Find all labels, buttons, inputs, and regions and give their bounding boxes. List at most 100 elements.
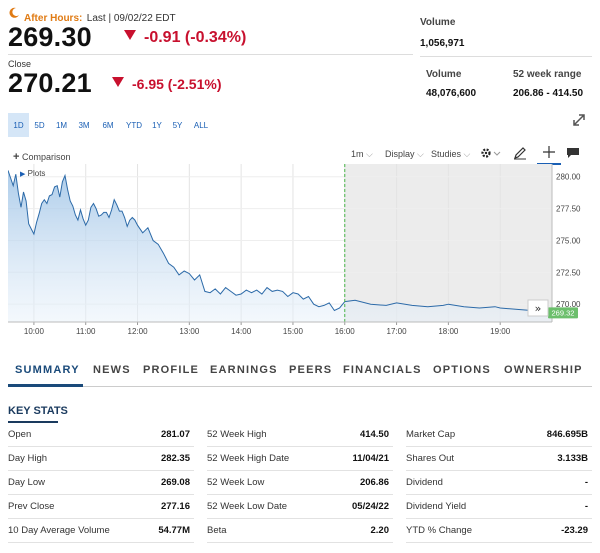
- x-tick-label: 17:00: [387, 327, 408, 336]
- range-button-1y[interactable]: 1Y: [152, 120, 162, 130]
- double-chevron-right-icon: »: [535, 302, 542, 315]
- y-tick-label: 270.00: [556, 300, 581, 309]
- range-button-3m[interactable]: 3M: [78, 120, 90, 130]
- y-tick-label: 275.00: [556, 236, 581, 245]
- stat-label: Shares Out: [406, 453, 455, 464]
- range-button-6m[interactable]: 6M: [102, 120, 114, 130]
- x-tick-label: 11:00: [76, 327, 96, 336]
- range-button-all[interactable]: ALL: [193, 120, 209, 130]
- stat-row: Dividend Yield -: [406, 495, 592, 519]
- plots-toggle[interactable]: ▶ Plots: [20, 169, 45, 178]
- stat-value: 277.16: [160, 501, 190, 512]
- pencil-icon[interactable]: [513, 146, 527, 160]
- range-button-5y[interactable]: 5Y: [172, 120, 183, 130]
- stat-row: 10 Day Average Volume 54.77M: [8, 519, 194, 543]
- price-chart[interactable]: 10:00 11:00 12:00 13:00 14:00 15:00 16:00 17:00…: [8, 164, 592, 342]
- tab-summary[interactable]: SUMMARY: [15, 364, 80, 376]
- display-label: Display: [385, 149, 415, 159]
- stat-value: 11/04/21: [352, 453, 389, 464]
- close-volume: 48,076,600: [426, 88, 477, 99]
- interval-value: 1m: [351, 149, 364, 159]
- week52-label: 52 week range: [513, 69, 582, 80]
- x-axis-labels: 10:00 11:00 12:00 13:00 14:00 15:00 16:00 17:00…: [24, 327, 511, 336]
- range-button-5d[interactable]: 5D: [34, 120, 45, 130]
- divider: [420, 56, 592, 57]
- stat-row: 52 Week High Date 11/04/21: [207, 447, 393, 471]
- down-arrow-icon: [112, 77, 124, 87]
- stat-value: 846.695B: [546, 429, 588, 440]
- section-underline: [8, 421, 58, 423]
- active-tab-indicator: [8, 384, 83, 387]
- display-select[interactable]: Display ⌵: [385, 149, 424, 160]
- stat-label: Prev Close: [8, 501, 55, 512]
- comparison-button[interactable]: + Comparison: [13, 151, 70, 163]
- stat-value: 282.35: [160, 453, 190, 464]
- after-hours-meta: Last | 09/02/22 EDT: [86, 13, 176, 24]
- stat-row: Day Low 269.08: [8, 471, 194, 495]
- stat-label: 52 Week High: [207, 429, 267, 440]
- after-hours-line: After Hours: Last | 09/02/22 EDT: [24, 8, 176, 26]
- stat-value: 414.50: [359, 429, 389, 440]
- comparison-label: Comparison: [21, 152, 71, 162]
- moon-icon: [9, 7, 19, 18]
- range-button-1m[interactable]: 1M: [55, 120, 68, 130]
- scroll-right-button[interactable]: »: [527, 299, 549, 317]
- stat-label: Day Low: [8, 477, 45, 488]
- down-arrow-icon: [124, 30, 136, 40]
- stat-row: 52 Week Low 206.86: [207, 471, 393, 495]
- interval-select[interactable]: 1m ⌵: [351, 149, 373, 160]
- tab-news[interactable]: NEWS: [93, 364, 131, 376]
- tab-financials[interactable]: FINANCIALS: [343, 364, 422, 376]
- close-change: -6.95 (-2.51%): [112, 76, 221, 92]
- chevron-down-icon: ⌵: [463, 149, 471, 159]
- stat-label: 52 Week High Date: [207, 453, 290, 464]
- tab-profile[interactable]: PROFILE: [143, 364, 200, 376]
- stat-row: Shares Out 3.133B: [406, 447, 592, 471]
- stat-label: 52 Week Low: [207, 477, 265, 488]
- y-tick-label: 272.50: [556, 268, 581, 277]
- stat-label: Open: [8, 429, 32, 440]
- crosshair-icon: [543, 146, 555, 158]
- volume-label: Volume: [420, 17, 456, 28]
- price-area: [8, 170, 552, 322]
- stat-row: Day High 282.35: [8, 447, 194, 471]
- key-stats-title: KEY STATS: [8, 405, 68, 417]
- stat-value: -23.29: [561, 525, 588, 536]
- x-tick-label: 16:00: [335, 327, 356, 336]
- stat-label: Dividend: [406, 477, 443, 488]
- after-hours-volume: 1,056,971: [420, 38, 465, 49]
- price-line: [8, 170, 553, 314]
- studies-select[interactable]: Studies ⌵: [431, 149, 470, 160]
- stat-row: Open 281.07: [8, 423, 194, 447]
- stat-value: 54.77M: [158, 525, 190, 536]
- plus-icon: +: [13, 151, 20, 163]
- week52-range: 206.86 - 414.50: [513, 88, 584, 99]
- comment-icon[interactable]: [566, 147, 580, 159]
- close-change-value: -6.95 (-2.51%): [132, 76, 222, 92]
- plots-label: Plots: [27, 169, 46, 178]
- divider: [8, 54, 413, 55]
- range-button-ytd[interactable]: YTD: [126, 120, 142, 130]
- expand-icon[interactable]: [572, 113, 586, 127]
- x-tick-label: 14:00: [231, 327, 252, 336]
- stat-label: Day High: [8, 453, 48, 464]
- y-axis-labels: 280.00 277.50 275.00 272.50 270.00: [556, 173, 581, 309]
- tab-peers[interactable]: PEERS: [289, 364, 333, 376]
- y-tick-label: 277.50: [556, 205, 581, 214]
- gear-icon[interactable]: [480, 147, 502, 159]
- tab-options[interactable]: OPTIONS: [433, 364, 491, 376]
- last-price-label: 269.32: [552, 308, 575, 317]
- stat-row: Beta 2.20: [207, 519, 393, 543]
- triangle-right-icon: ▶: [20, 171, 26, 178]
- after-hours-price: 269.30: [8, 22, 92, 52]
- tab-ownership[interactable]: OWNERSHIP: [504, 364, 583, 376]
- tab-earnings[interactable]: EARNINGS: [210, 364, 278, 376]
- range-button-1d[interactable]: 1D: [8, 113, 29, 137]
- chevron-down-icon: ⌵: [366, 149, 373, 159]
- x-tick-label: 19:00: [490, 327, 511, 336]
- x-tick-label: 18:00: [438, 327, 459, 336]
- stat-label: 10 Day Average Volume: [8, 525, 110, 536]
- crosshair-button[interactable]: [537, 143, 561, 165]
- stat-value: -: [584, 501, 588, 512]
- stat-value: 206.86: [359, 477, 389, 488]
